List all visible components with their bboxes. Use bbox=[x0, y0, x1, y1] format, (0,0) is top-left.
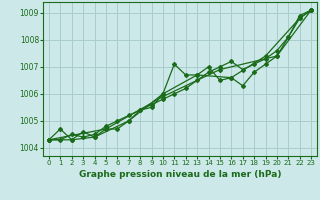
X-axis label: Graphe pression niveau de la mer (hPa): Graphe pression niveau de la mer (hPa) bbox=[79, 170, 281, 179]
